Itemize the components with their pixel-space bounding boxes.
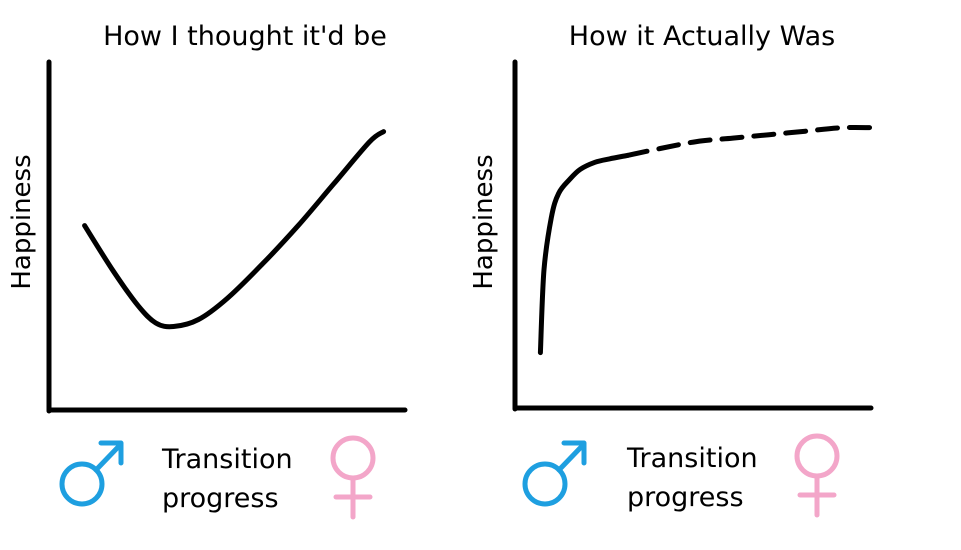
chart-left-ylabel: Happiness <box>7 154 37 289</box>
chart-right-series-group <box>537 124 881 356</box>
male-symbol-icon <box>522 440 587 507</box>
chart-right-title: How it Actually Was <box>569 21 835 52</box>
chart-right-ylabel: Happiness <box>469 154 499 289</box>
chart-right-series-0-line <box>537 152 630 356</box>
female-symbol-icon <box>330 435 376 520</box>
chart-right-series-1-line <box>625 124 881 158</box>
chart-left-series-group <box>82 129 387 330</box>
chart-right-xlabel-line1: Transition <box>626 443 758 474</box>
male-symbol-icon <box>59 440 124 507</box>
chart-left: How I thought it'd be Happiness Transiti… <box>7 21 408 520</box>
chart-right-xlabel-line2: progress <box>627 482 744 513</box>
chart-left-xlabel-line1: Transition <box>161 444 293 475</box>
chart-left-series-0-line <box>82 129 387 330</box>
chart-left-xlabel-line2: progress <box>162 483 279 514</box>
chart-left-title: How I thought it'd be <box>103 21 387 52</box>
female-symbol-icon <box>794 433 840 518</box>
chart-right: How it Actually Was Happiness Transition… <box>469 21 881 518</box>
